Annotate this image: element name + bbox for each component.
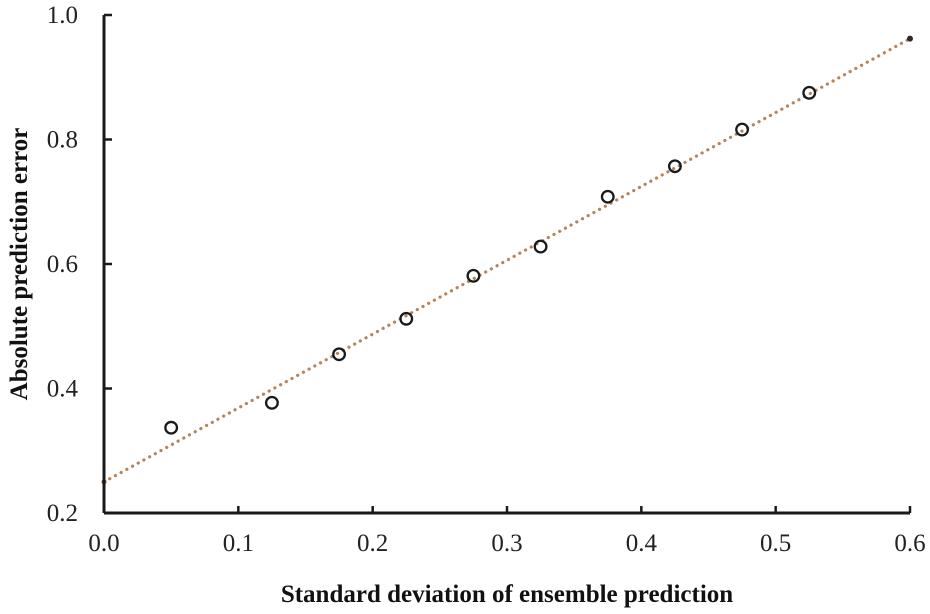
x-tick-label: 0.4 (626, 530, 658, 557)
y-tick-label: 0.4 (47, 376, 79, 403)
x-tick-label: 0.5 (760, 530, 791, 557)
y-axis-title: Absolute prediction error (6, 128, 33, 401)
axes: 0.0 0.1 0.2 0.3 0.4 0.5 0.6 0.2 0.4 0.6 0.8 1.0 (47, 2, 926, 557)
data-point-marker (332, 347, 347, 362)
data-point-marker (466, 268, 481, 283)
y-tick-label: 1.0 (47, 2, 78, 29)
data-point-marker (533, 239, 548, 254)
y-tick-label: 0.6 (47, 251, 78, 278)
trend-line-end-marker (907, 35, 913, 42)
x-tick-label: 0.1 (223, 530, 254, 557)
x-tick-label: 0.6 (894, 530, 925, 557)
y-tick-label: 0.2 (47, 500, 78, 527)
x-axis-title: Standard deviation of ensemble predictio… (281, 581, 733, 608)
data-point-marker (600, 189, 615, 204)
plot-area (101, 35, 913, 485)
data-point-marker (667, 159, 682, 174)
data-point-marker (164, 420, 179, 435)
trend-line (102, 37, 912, 484)
x-tick-label: 0.3 (491, 530, 522, 557)
y-tick-label: 0.8 (47, 127, 78, 154)
data-point-marker (802, 85, 817, 100)
data-point-marker (735, 122, 750, 137)
x-tick-label: 0.0 (88, 530, 119, 557)
x-tick-label: 0.2 (357, 530, 388, 557)
data-point-marker (264, 395, 279, 410)
data-point-marker (399, 311, 414, 326)
